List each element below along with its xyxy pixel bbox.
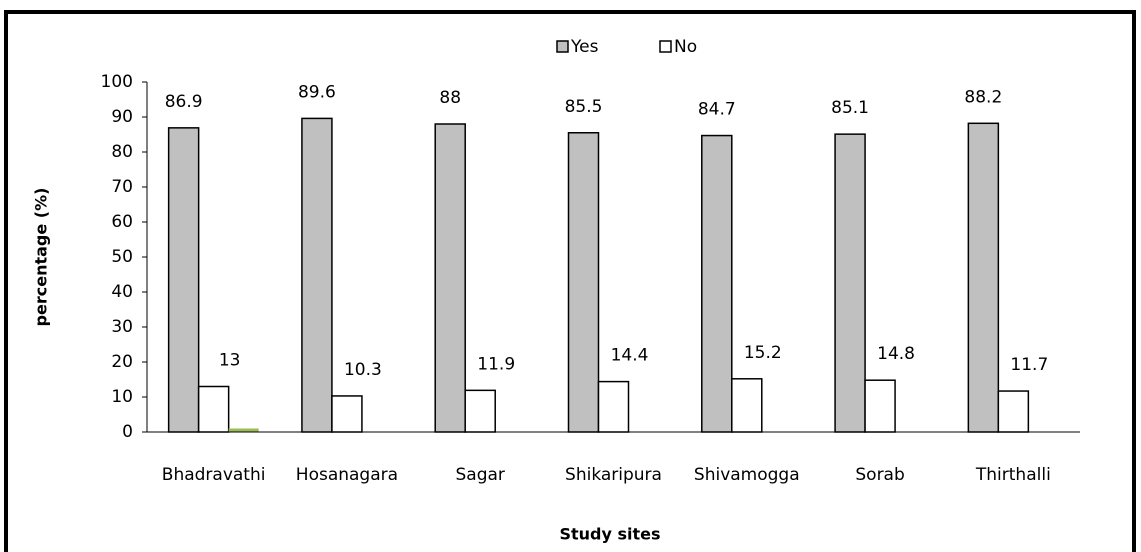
bar bbox=[597, 380, 630, 433]
y-tick-label: 70 bbox=[111, 177, 133, 197]
bar bbox=[464, 389, 496, 433]
y-axis-title: percentage (%) bbox=[32, 188, 51, 327]
y-tick-label: 50 bbox=[111, 247, 133, 267]
data-label: 15.2 bbox=[744, 343, 782, 363]
bar bbox=[701, 134, 733, 433]
data-label: 88.2 bbox=[964, 87, 1002, 107]
bar bbox=[228, 428, 259, 432]
bar bbox=[967, 122, 1000, 433]
y-tick-label: 100 bbox=[101, 72, 133, 92]
y-tick-label: 20 bbox=[111, 352, 133, 372]
x-tick-label: Hosanagara bbox=[296, 465, 398, 485]
x-tick-label: Sagar bbox=[456, 465, 505, 485]
y-tick-label: 40 bbox=[111, 282, 133, 302]
x-tick-label: Sorab bbox=[855, 465, 904, 485]
data-label: 84.7 bbox=[698, 100, 736, 120]
data-label: 85.1 bbox=[831, 98, 869, 118]
data-label: 11.9 bbox=[477, 354, 515, 374]
bar bbox=[301, 117, 333, 433]
y-tick-label: 80 bbox=[111, 142, 133, 162]
y-tick-label: 0 bbox=[122, 422, 133, 442]
data-label: 14.4 bbox=[611, 346, 649, 366]
y-tick-label: 30 bbox=[111, 317, 133, 337]
data-label: 11.7 bbox=[1010, 355, 1048, 375]
data-label: 13 bbox=[219, 351, 241, 371]
y-tick-label: 10 bbox=[111, 387, 133, 407]
data-label: 10.3 bbox=[344, 360, 382, 380]
data-label: 86.9 bbox=[165, 92, 203, 112]
data-label: 85.5 bbox=[565, 97, 603, 117]
bar bbox=[864, 379, 896, 433]
x-tick-label: Shikaripura bbox=[565, 465, 662, 485]
bar bbox=[331, 395, 363, 433]
data-label: 14.8 bbox=[877, 344, 915, 364]
x-tick-label: Bhadravathi bbox=[162, 465, 266, 485]
bar bbox=[197, 385, 230, 433]
bar bbox=[731, 378, 763, 433]
y-tick-label: 60 bbox=[111, 212, 133, 232]
bar bbox=[167, 127, 200, 433]
legend-swatch bbox=[556, 40, 569, 53]
legend-swatch bbox=[659, 40, 672, 53]
bar bbox=[834, 133, 866, 433]
bar bbox=[434, 123, 466, 433]
bar bbox=[997, 390, 1030, 433]
legend-label: Yes bbox=[570, 37, 599, 57]
y-tick-label: 90 bbox=[111, 107, 133, 127]
data-label: 88 bbox=[439, 88, 461, 108]
data-label: 89.6 bbox=[298, 82, 336, 102]
bar bbox=[567, 132, 600, 433]
x-tick-label: Thirthalli bbox=[975, 465, 1051, 485]
legend-label: No bbox=[674, 37, 697, 57]
x-axis-title: Study sites bbox=[559, 525, 660, 544]
x-tick-label: Shivamogga bbox=[694, 465, 800, 485]
